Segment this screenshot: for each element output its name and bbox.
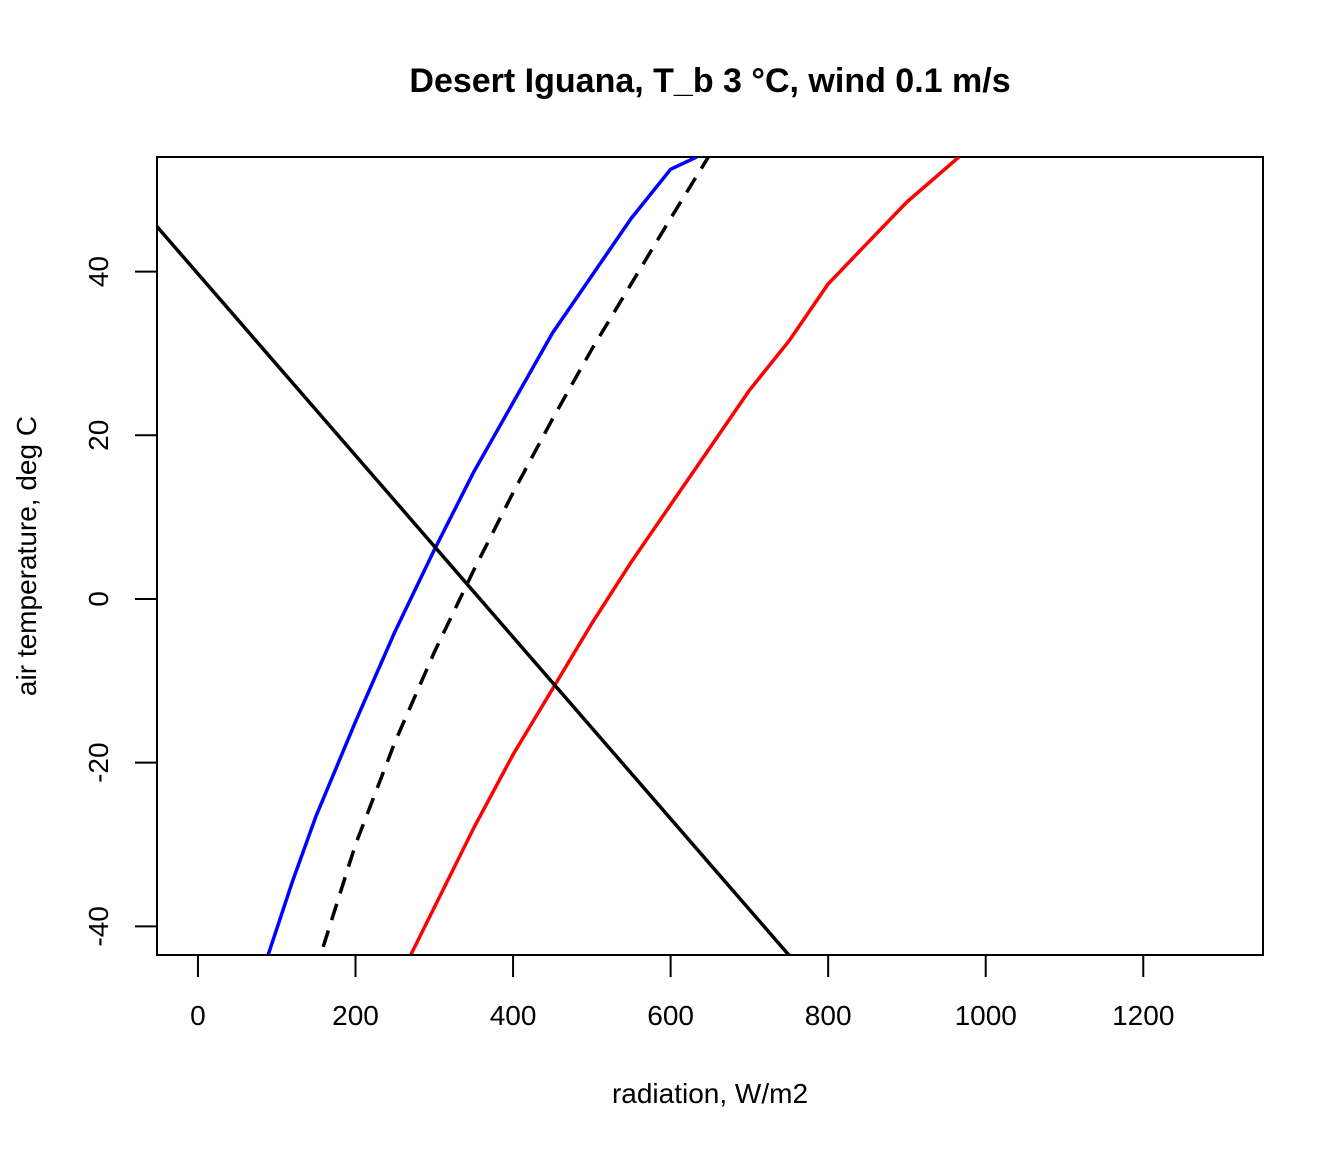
y-axis-label: air temperature, deg C: [11, 416, 42, 696]
series-layer: [157, 157, 961, 955]
y-tick-label-0: -40: [83, 906, 114, 946]
x-tick-label-4: 800: [805, 1000, 852, 1031]
y-tick-label-4: 40: [83, 256, 114, 287]
x-tick-label-0: 0: [190, 1000, 206, 1031]
x-tick-label-3: 600: [647, 1000, 694, 1031]
x-tick-label-6: 1200: [1112, 1000, 1174, 1031]
x-axis-label: radiation, W/m2: [612, 1078, 808, 1109]
y-tick-label-2: 0: [83, 591, 114, 607]
series-line-3: [409, 157, 961, 955]
chart-title: Desert Iguana, T_b 3 °C, wind 0.1 m/s: [409, 62, 1010, 100]
x-axis: 0 200 400 600 800 1000 1200: [190, 954, 1174, 1031]
x-tick-label-2: 400: [490, 1000, 537, 1031]
y-tick-label-1: -20: [83, 742, 114, 782]
series-line-4: [157, 225, 791, 955]
plot-frame: [156, 156, 1264, 956]
y-axis: -40 -20 0 20 40: [83, 256, 158, 947]
series-line-1: [266, 157, 698, 955]
x-tick-label-1: 200: [332, 1000, 379, 1031]
y-tick-label-3: 20: [83, 420, 114, 451]
series-line-2: [321, 157, 710, 948]
x-tick-label-5: 1000: [955, 1000, 1017, 1031]
